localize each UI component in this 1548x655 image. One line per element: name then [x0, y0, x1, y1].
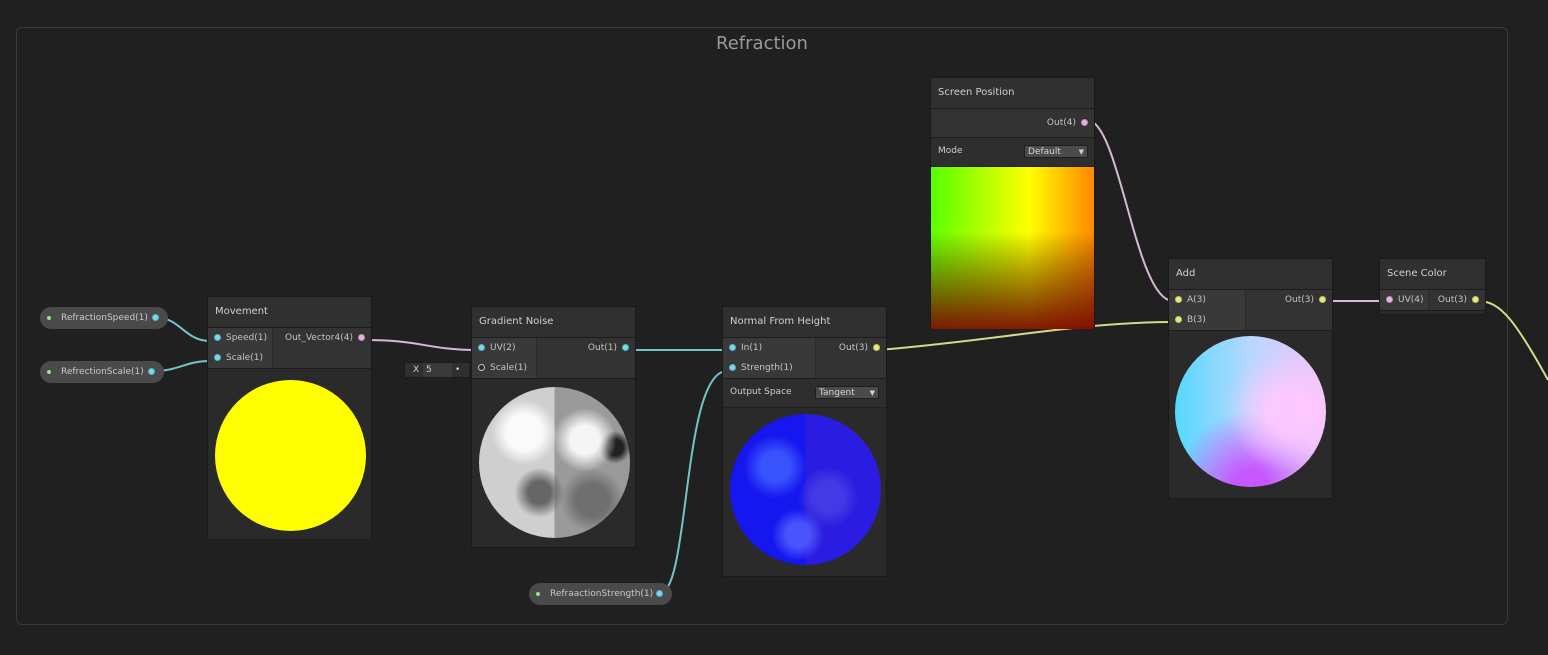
node-preview [931, 167, 1094, 329]
input-port-uv[interactable]: UV(2) [472, 338, 536, 358]
property-refraction-scale[interactable]: RefrectionScale(1) [40, 361, 164, 383]
output-port-out[interactable]: Out(1) [537, 338, 635, 358]
input-port-scale[interactable]: Scale(1) [208, 348, 272, 368]
property-refraction-strength[interactable]: RefraactionStrength(1) [529, 583, 672, 605]
mode-dropdown[interactable]: Default ▼ [1024, 145, 1088, 158]
output-port-out[interactable]: Out(3) [1429, 290, 1485, 310]
preview-sphere-normal [730, 414, 881, 565]
property-output-port[interactable] [152, 314, 159, 321]
input-ports: A(3) B(3) [1169, 290, 1246, 330]
output-ports: Out_Vector4(4) [273, 328, 371, 368]
group-title: Refraction [716, 33, 808, 54]
node-normal-from-height[interactable]: Normal From Height In(1) Strength(1) Out… [722, 306, 887, 577]
input-port-uv[interactable]: UV(4) [1380, 290, 1428, 310]
node-scene-color[interactable]: Scene Color UV(4) Out(3) [1379, 258, 1486, 315]
output-port-out-vector4[interactable]: Out_Vector4(4) [273, 328, 371, 348]
preview-sphere-noise [479, 387, 630, 538]
output-ports: Out(1) [537, 338, 635, 378]
property-output-port[interactable] [148, 368, 155, 375]
node-title: Gradient Noise [472, 307, 635, 338]
node-title: Add [1169, 259, 1332, 290]
output-space-dropdown[interactable]: Tangent ▼ [815, 386, 879, 399]
input-port-a[interactable]: A(3) [1169, 290, 1245, 310]
output-ports: Out(3) [816, 338, 886, 378]
property-label: RefraactionStrength(1) [550, 589, 654, 599]
node-ports: UV(4) Out(3) [1380, 290, 1485, 311]
input-ports: UV(4) [1380, 290, 1429, 310]
node-preview [208, 369, 371, 539]
input-port-in[interactable]: In(1) [723, 338, 815, 358]
input-ports: UV(2) Scale(1) [472, 338, 537, 378]
node-preview [1169, 331, 1332, 495]
output-ports: Out(4) [931, 109, 1094, 137]
node-preview [723, 408, 886, 568]
node-screen-position[interactable]: Screen Position Out(4) Mode Default ▼ [930, 77, 1095, 329]
output-port-out[interactable]: Out(3) [1246, 290, 1332, 310]
node-title: Movement [208, 297, 371, 328]
output-space-label: Output Space [730, 387, 792, 397]
node-ports: A(3) B(3) Out(3) [1169, 290, 1332, 331]
output-ports: Out(3) [1246, 290, 1332, 330]
input-port-strength[interactable]: Strength(1) [723, 358, 815, 378]
input-ports: Speed(1) Scale(1) [208, 328, 273, 368]
output-port-out[interactable]: Out(4) [931, 113, 1094, 133]
node-title: Normal From Height [723, 307, 886, 338]
node-gradient-noise[interactable]: Gradient Noise UV(2) Scale(1) Out(1) [471, 306, 636, 548]
input-ports: In(1) Strength(1) [723, 338, 816, 378]
property-refraction-speed[interactable]: RefractionSpeed(1) [40, 307, 168, 329]
node-add[interactable]: Add A(3) B(3) Out(3) [1168, 258, 1333, 499]
preview-red-tint [931, 167, 1094, 329]
node-ports: Speed(1) Scale(1) Out_Vector4(4) [208, 328, 371, 369]
property-dot [47, 316, 51, 320]
mode-label: Mode [938, 146, 963, 156]
node-title: Screen Position [931, 78, 1094, 109]
input-port-speed[interactable]: Speed(1) [208, 328, 272, 348]
property-label: RefractionSpeed(1) [61, 313, 148, 323]
scale-inline-input[interactable]: X 5 • [404, 362, 470, 378]
preview-sphere-add [1175, 336, 1326, 487]
node-title: Scene Color [1380, 259, 1485, 290]
node-ports: UV(2) Scale(1) Out(1) [472, 338, 635, 379]
output-space-row: Output Space Tangent ▼ [723, 379, 886, 408]
input-port-b[interactable]: B(3) [1169, 310, 1245, 330]
property-dot [47, 370, 51, 374]
property-dot [536, 592, 540, 596]
node-movement[interactable]: Movement Speed(1) Scale(1) Out_Vector4(4… [207, 296, 372, 539]
input-port-scale[interactable]: Scale(1) [472, 358, 536, 378]
preview-sphere [215, 380, 366, 531]
scale-value[interactable]: 5 [423, 363, 452, 377]
node-ports: In(1) Strength(1) Out(3) [723, 338, 886, 379]
connector-dot: • [455, 365, 461, 375]
axis-label: X [413, 365, 420, 375]
property-label: RefrectionScale(1) [61, 367, 144, 377]
node-preview [472, 379, 635, 539]
mode-row: Mode Default ▼ [931, 138, 1094, 167]
output-ports: Out(3) [1429, 290, 1485, 310]
property-output-port[interactable] [656, 590, 663, 597]
node-ports: Out(4) [931, 109, 1094, 138]
output-port-out[interactable]: Out(3) [816, 338, 886, 358]
